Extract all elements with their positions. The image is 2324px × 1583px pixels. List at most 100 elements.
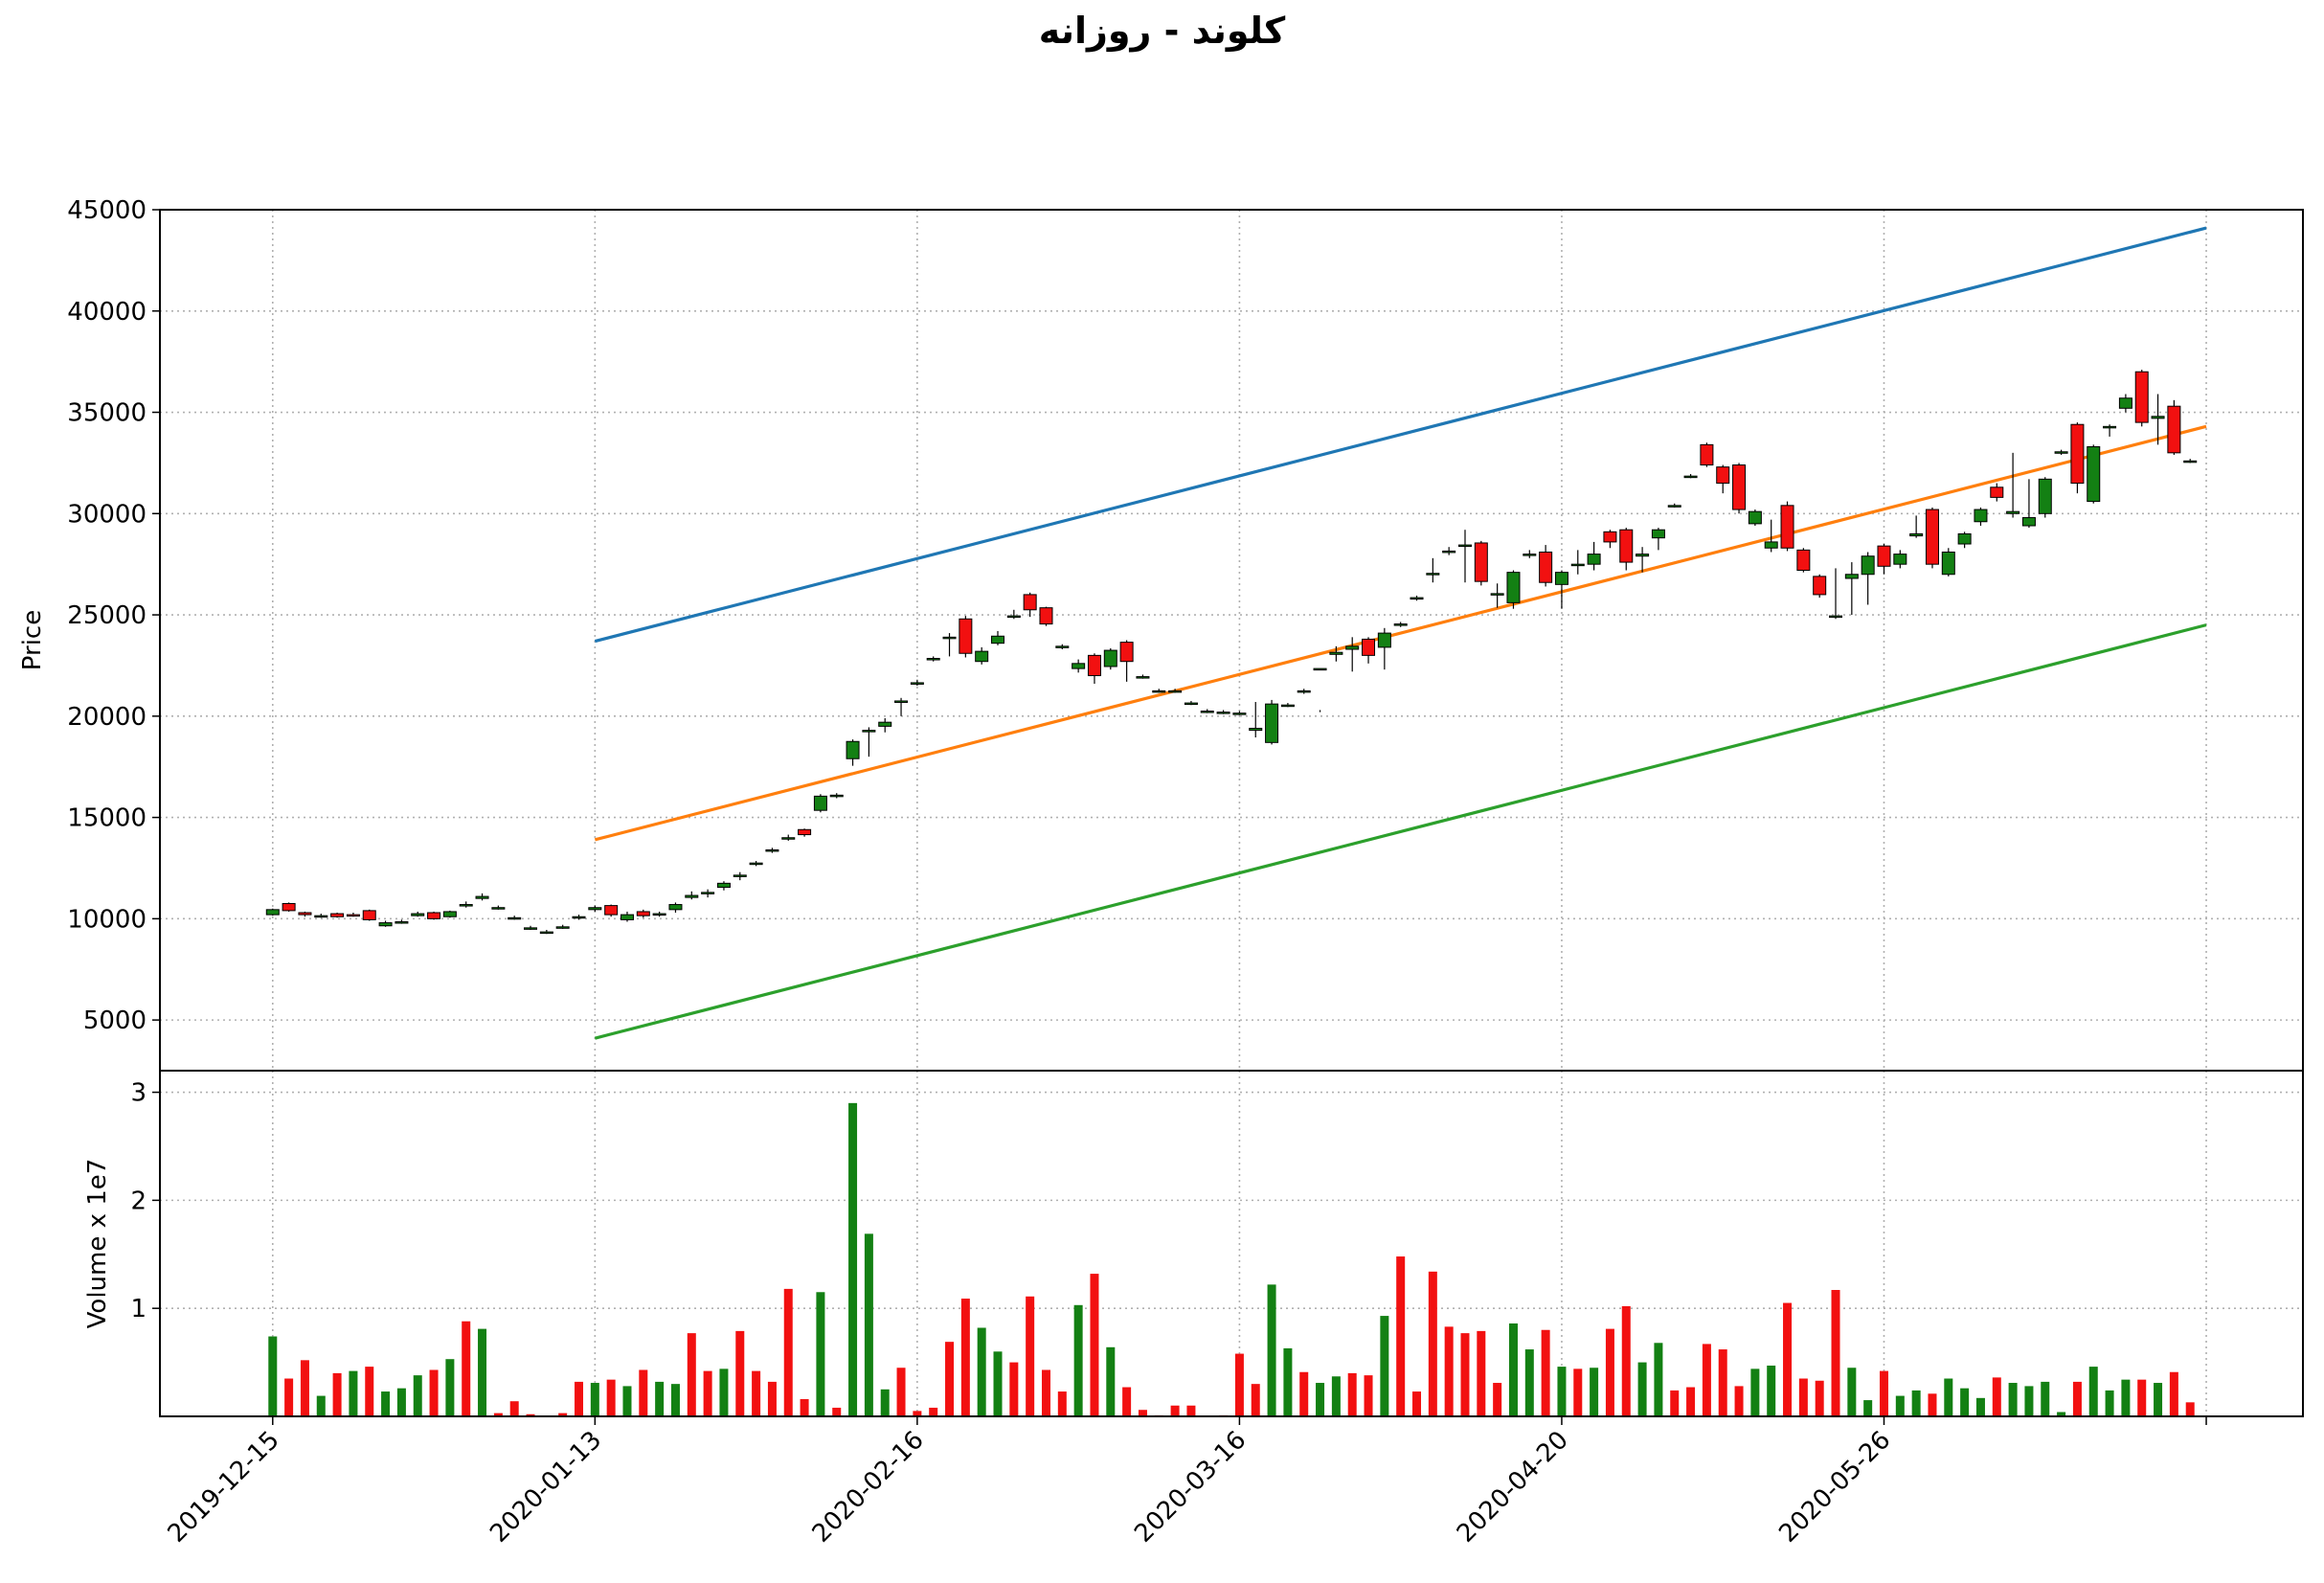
candle-body xyxy=(894,700,909,703)
volume-bar xyxy=(1331,1376,1341,1416)
candle-body xyxy=(508,916,522,920)
volume-bar xyxy=(429,1369,439,1416)
candle-body xyxy=(652,913,666,916)
volume-bar xyxy=(300,1360,309,1416)
candle-body xyxy=(716,882,731,889)
volume-bar xyxy=(1798,1378,1808,1416)
candle-body xyxy=(1909,532,1924,537)
candle-body xyxy=(813,795,827,811)
volume-bar xyxy=(2072,1381,2082,1416)
candle-body xyxy=(539,931,553,935)
candle-body xyxy=(1764,541,1778,549)
candle-body xyxy=(1957,532,1972,545)
candle-body xyxy=(636,911,650,916)
candle-body xyxy=(282,902,296,912)
volume-bar xyxy=(1847,1368,1857,1416)
volume-bar xyxy=(800,1398,809,1416)
candle-body xyxy=(1136,676,1150,679)
candle-body xyxy=(1861,555,1875,576)
volume-bar xyxy=(1541,1329,1550,1416)
candle-body xyxy=(1249,728,1263,732)
candle-body xyxy=(1200,711,1214,713)
candle-body xyxy=(862,730,876,733)
candle-body xyxy=(1651,529,1665,539)
volume-bar xyxy=(509,1401,519,1416)
candle-body xyxy=(395,921,409,924)
volume-bar xyxy=(719,1368,729,1416)
volume-bar xyxy=(478,1328,487,1416)
candle-body xyxy=(298,912,312,916)
candle-body xyxy=(910,682,924,685)
volume-bar xyxy=(832,1407,842,1416)
candle-body xyxy=(1362,638,1376,656)
candle-body xyxy=(1700,443,1714,466)
candle-body xyxy=(1796,549,1811,572)
candle-body xyxy=(1490,593,1504,596)
candle-body xyxy=(1474,542,1488,582)
volume-bar xyxy=(1122,1387,1132,1416)
volume-bar xyxy=(1734,1386,1744,1416)
candle-body xyxy=(1119,642,1134,663)
volume-bar xyxy=(977,1327,986,1416)
candle-body xyxy=(1410,597,1424,600)
candle-body xyxy=(878,721,892,727)
volume-bar xyxy=(1299,1371,1309,1416)
candle-body xyxy=(1426,573,1440,576)
volume-bar xyxy=(913,1411,922,1416)
candle-body xyxy=(1877,545,1891,567)
candle-body xyxy=(1506,572,1521,603)
candle-body xyxy=(265,909,280,916)
volume-bar xyxy=(960,1299,970,1416)
volume-bar xyxy=(1605,1328,1614,1416)
price-ytick-label: 40000 xyxy=(67,298,147,327)
volume-bar xyxy=(1041,1369,1050,1416)
candle-body xyxy=(1925,509,1939,565)
candle-body xyxy=(427,912,441,919)
candle-body xyxy=(1683,475,1698,479)
xtick-label: 2019-12-15 xyxy=(163,1426,285,1549)
price-panel-frame xyxy=(159,209,2304,1072)
trend-line-3 xyxy=(594,623,2207,1040)
candle-body xyxy=(1523,554,1537,556)
volume-bar xyxy=(606,1379,616,1416)
candle-body xyxy=(524,927,538,930)
candle-body xyxy=(959,618,973,654)
volume-bar xyxy=(1621,1305,1631,1416)
volume-bar xyxy=(1364,1375,1373,1416)
xtick-label: 2020-04-20 xyxy=(1452,1426,1574,1549)
candle-body xyxy=(733,874,747,877)
volume-bar xyxy=(816,1292,825,1416)
candle-body xyxy=(1039,607,1053,625)
volume-bar xyxy=(396,1388,406,1416)
volume-bar xyxy=(575,1381,584,1416)
volume-bar xyxy=(1186,1405,1196,1416)
candle-body xyxy=(1780,505,1794,549)
candle-body xyxy=(749,862,763,866)
volume-bar xyxy=(1718,1349,1727,1416)
candle-body xyxy=(1216,712,1230,714)
volume-bar xyxy=(929,1407,938,1416)
candle-body xyxy=(1844,574,1859,579)
volume-bar xyxy=(413,1375,422,1416)
xtick-label: 2020-03-16 xyxy=(1129,1426,1252,1549)
candle-body xyxy=(1990,486,2004,498)
volume-bar xyxy=(1412,1391,1422,1416)
volume-bar xyxy=(1428,1271,1437,1416)
candle-body xyxy=(459,904,473,907)
xtick-label: 2020-05-26 xyxy=(1773,1426,1896,1549)
volume-bar xyxy=(1090,1274,1099,1416)
volume-bar xyxy=(1524,1349,1534,1416)
candle-body xyxy=(2054,451,2068,454)
volume-bar xyxy=(1251,1384,1260,1416)
candle-body xyxy=(846,740,860,759)
candle-body xyxy=(572,916,586,919)
volume-bar xyxy=(1992,1377,2001,1416)
volume-bar xyxy=(2057,1412,2066,1416)
candle-body xyxy=(588,907,602,911)
volume-bar xyxy=(848,1102,858,1416)
volume-bar xyxy=(1590,1368,1599,1416)
candle-body xyxy=(1554,572,1568,585)
candle-body xyxy=(2151,416,2165,419)
volume-bar xyxy=(445,1359,455,1416)
price-axis-label: Price xyxy=(18,610,47,670)
